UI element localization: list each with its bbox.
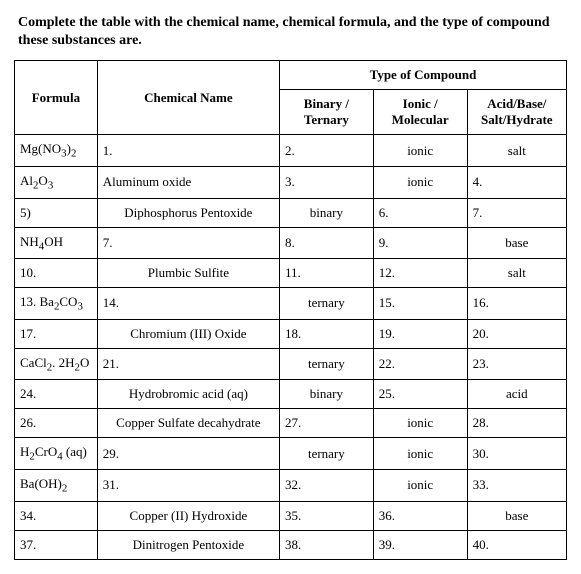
cell-name: 7. (97, 227, 279, 259)
cell-acid-base: acid (467, 380, 566, 409)
table-body: Mg(NO3)21.2.ionicsaltAl2O3Aluminum oxide… (15, 135, 567, 559)
cell-ionic-molecular: ionic (373, 469, 467, 501)
cell-acid-base: 16. (467, 288, 566, 320)
cell-acid-base: base (467, 227, 566, 259)
table-row: NH4OH7.8.9.base (15, 227, 567, 259)
cell-acid-base: 4. (467, 166, 566, 198)
cell-formula: Mg(NO3)2 (15, 135, 98, 167)
cell-ionic-molecular: ionic (373, 409, 467, 438)
cell-name: 21. (97, 348, 279, 380)
cell-ionic-molecular: 36. (373, 501, 467, 530)
table-row: 5)Diphosphorus Pentoxidebinary6.7. (15, 198, 567, 227)
cell-binary-ternary: 18. (279, 319, 373, 348)
cell-name: 14. (97, 288, 279, 320)
cell-formula: 17. (15, 319, 98, 348)
table-row: 26.Copper Sulfate decahydrate27.ionic28. (15, 409, 567, 438)
table-row: H2CrO4 (aq)29.ternaryionic30. (15, 438, 567, 470)
cell-ionic-molecular: 39. (373, 530, 467, 559)
cell-formula: 10. (15, 259, 98, 288)
cell-name: Chromium (III) Oxide (97, 319, 279, 348)
cell-binary-ternary: binary (279, 380, 373, 409)
cell-ionic-molecular: ionic (373, 438, 467, 470)
cell-binary-ternary: 3. (279, 166, 373, 198)
cell-acid-base: 28. (467, 409, 566, 438)
cell-formula: NH4OH (15, 227, 98, 259)
table-row: 10.Plumbic Sulfite11.12.salt (15, 259, 567, 288)
cell-formula: 26. (15, 409, 98, 438)
cell-binary-ternary: 35. (279, 501, 373, 530)
cell-formula: 24. (15, 380, 98, 409)
header-name: Chemical Name (97, 61, 279, 135)
cell-name: 29. (97, 438, 279, 470)
cell-formula: Ba(OH)2 (15, 469, 98, 501)
instructions-text: Complete the table with the chemical nam… (14, 14, 567, 50)
cell-name: Hydrobromic acid (aq) (97, 380, 279, 409)
header-type-group: Type of Compound (279, 61, 566, 90)
cell-ionic-molecular: ionic (373, 166, 467, 198)
cell-name: Aluminum oxide (97, 166, 279, 198)
cell-binary-ternary: 2. (279, 135, 373, 167)
cell-acid-base: 40. (467, 530, 566, 559)
cell-ionic-molecular: 25. (373, 380, 467, 409)
header-binary-ternary: Binary / Ternary (279, 90, 373, 135)
table-row: Ba(OH)231.32.ionic33. (15, 469, 567, 501)
cell-binary-ternary: 27. (279, 409, 373, 438)
cell-binary-ternary: 8. (279, 227, 373, 259)
cell-name: Copper Sulfate decahydrate (97, 409, 279, 438)
table-row: CaCl2. 2H2O21.ternary22.23. (15, 348, 567, 380)
cell-binary-ternary: 38. (279, 530, 373, 559)
cell-ionic-molecular: 6. (373, 198, 467, 227)
cell-name: Diphosphorus Pentoxide (97, 198, 279, 227)
table-row: 17.Chromium (III) Oxide18.19.20. (15, 319, 567, 348)
table-header: Formula Chemical Name Type of Compound B… (15, 61, 567, 135)
header-acid-base: Acid/Base/ Salt/Hydrate (467, 90, 566, 135)
cell-binary-ternary: 32. (279, 469, 373, 501)
cell-acid-base: salt (467, 135, 566, 167)
cell-acid-base: base (467, 501, 566, 530)
table-row: 24.Hydrobromic acid (aq)binary25.acid (15, 380, 567, 409)
cell-formula: CaCl2. 2H2O (15, 348, 98, 380)
cell-acid-base: 7. (467, 198, 566, 227)
cell-acid-base: 33. (467, 469, 566, 501)
cell-acid-base: 30. (467, 438, 566, 470)
table-row: Al2O3Aluminum oxide3.ionic4. (15, 166, 567, 198)
header-formula: Formula (15, 61, 98, 135)
cell-ionic-molecular: 22. (373, 348, 467, 380)
cell-binary-ternary: binary (279, 198, 373, 227)
cell-name: 31. (97, 469, 279, 501)
cell-name: Plumbic Sulfite (97, 259, 279, 288)
cell-name: Dinitrogen Pentoxide (97, 530, 279, 559)
table-row: 13. Ba2CO314.ternary15.16. (15, 288, 567, 320)
cell-name: 1. (97, 135, 279, 167)
cell-ionic-molecular: 19. (373, 319, 467, 348)
header-ionic-molecular: Ionic / Molecular (373, 90, 467, 135)
cell-binary-ternary: ternary (279, 438, 373, 470)
cell-binary-ternary: 11. (279, 259, 373, 288)
cell-acid-base: 20. (467, 319, 566, 348)
compound-table: Formula Chemical Name Type of Compound B… (14, 60, 567, 559)
cell-binary-ternary: ternary (279, 288, 373, 320)
table-row: Mg(NO3)21.2.ionicsalt (15, 135, 567, 167)
cell-name: Copper (II) Hydroxide (97, 501, 279, 530)
cell-ionic-molecular: 15. (373, 288, 467, 320)
cell-formula: 13. Ba2CO3 (15, 288, 98, 320)
cell-formula: 5) (15, 198, 98, 227)
table-row: 34.Copper (II) Hydroxide35.36.base (15, 501, 567, 530)
cell-acid-base: salt (467, 259, 566, 288)
cell-formula: 37. (15, 530, 98, 559)
cell-ionic-molecular: 12. (373, 259, 467, 288)
table-row: 37.Dinitrogen Pentoxide38.39.40. (15, 530, 567, 559)
cell-ionic-molecular: ionic (373, 135, 467, 167)
cell-formula: Al2O3 (15, 166, 98, 198)
cell-formula: 34. (15, 501, 98, 530)
cell-ionic-molecular: 9. (373, 227, 467, 259)
cell-binary-ternary: ternary (279, 348, 373, 380)
cell-formula: H2CrO4 (aq) (15, 438, 98, 470)
cell-acid-base: 23. (467, 348, 566, 380)
